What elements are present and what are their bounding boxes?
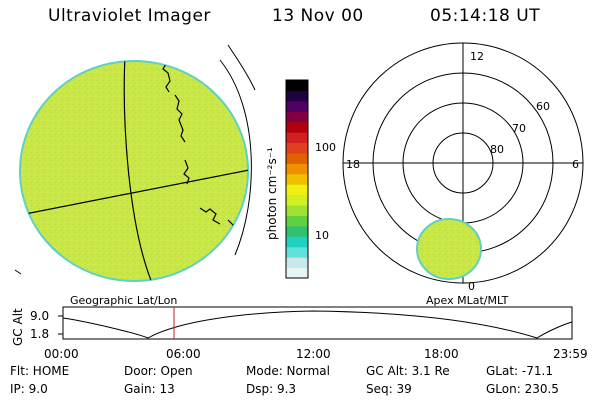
colorbar-segment <box>286 90 308 102</box>
altitude-xtick: 23:59 <box>553 347 588 361</box>
altitude-plot <box>58 306 573 340</box>
coastline <box>183 159 190 185</box>
door-status: Door: Open <box>124 364 193 378</box>
mlat-60-label: 60 <box>536 100 550 113</box>
latitude-line <box>20 159 248 216</box>
mlt-12-label: 12 <box>470 50 484 63</box>
time-label: 05:14:18 UT <box>430 6 541 26</box>
colorbar-segment <box>286 194 308 206</box>
date-label: 13 Nov 00 <box>272 6 364 26</box>
mode-status: Mode: Normal <box>246 364 330 378</box>
auroral-oval-patch <box>416 218 482 280</box>
colorbar-segment <box>286 236 308 248</box>
colorbar-segment <box>286 132 308 144</box>
colorbar-tick-10: 10 <box>315 229 329 242</box>
polar-caption: Apex MLat/MLT <box>426 294 509 307</box>
geographic-longitude-status: GLon: 230.5 <box>486 382 559 396</box>
colorbar-segment <box>286 184 308 196</box>
mlt-6-label: 6 <box>572 158 579 171</box>
altitude-ytick: 1.8 <box>30 327 49 341</box>
geographic-image <box>14 44 256 282</box>
colorbar-segment <box>286 246 308 258</box>
mlt-18-label: 18 <box>346 158 360 171</box>
colorbar <box>285 79 309 279</box>
altitude-ytick: 9.0 <box>30 309 49 323</box>
altitude-xtick: 12:00 <box>296 347 331 361</box>
colorbar-segment <box>286 100 308 112</box>
colorbar-segment <box>286 80 308 91</box>
mlat-70-label: 70 <box>512 122 526 135</box>
colorbar-segment <box>286 111 308 123</box>
colorbar-segment <box>286 215 308 227</box>
limb-arc <box>219 59 252 256</box>
instrument-title: Ultraviolet Imager <box>48 6 211 26</box>
dsp-status: Dsp: 9.3 <box>246 382 297 396</box>
colorbar-segment <box>286 205 308 216</box>
polar-plot <box>342 42 584 284</box>
altitude-axis-label: GC Alt <box>11 308 25 346</box>
gain-status: Gain: 13 <box>124 382 175 396</box>
altitude-xtick: 00:00 <box>44 347 79 361</box>
colorbar-unit-label: photon cm⁻²s⁻¹ <box>265 147 279 240</box>
coastline <box>174 94 186 143</box>
colorbar-segment <box>286 152 308 164</box>
geographic-caption: Geographic Lat/Lon <box>70 294 177 307</box>
colorbar-segment <box>286 121 308 133</box>
colorbar-tick-100: 100 <box>315 141 336 154</box>
colorbar-segment <box>286 225 308 237</box>
coastline <box>199 207 221 225</box>
colorbar-segment <box>286 267 308 279</box>
altitude-xtick: 18:00 <box>424 347 459 361</box>
colorbar-segment <box>286 142 308 154</box>
ip-status: IP: 9.0 <box>10 382 48 396</box>
altitude-xtick: 06:00 <box>166 347 201 361</box>
colorbar-border <box>285 79 309 279</box>
coastline <box>14 269 22 275</box>
sequence-status: Seq: 39 <box>366 382 412 396</box>
colorbar-segment <box>286 257 308 269</box>
flight-status: Flt: HOME <box>10 364 70 378</box>
mlat-80-label: 80 <box>490 143 504 156</box>
gc-altitude-status: GC Alt: 3.1 Re <box>366 364 450 378</box>
mlt-0-label: 0 <box>468 280 475 293</box>
limb-arc <box>227 44 256 91</box>
colorbar-segment <box>286 163 308 175</box>
geographic-latitude-status: GLat: -71.1 <box>486 364 553 378</box>
longitude-line <box>123 61 156 281</box>
colorbar-segment <box>286 173 308 185</box>
